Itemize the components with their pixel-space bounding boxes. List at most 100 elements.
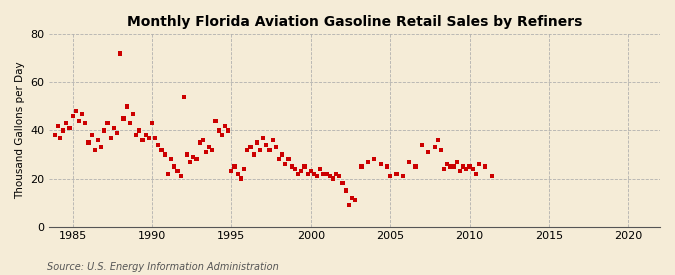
- Point: [55, 136, 65, 140]
- Point: [283, 157, 294, 161]
- Point: [486, 174, 497, 178]
- Point: [61, 121, 72, 125]
- Point: [416, 143, 427, 147]
- Point: [264, 147, 275, 152]
- Point: [381, 164, 392, 169]
- Point: [232, 172, 243, 176]
- Point: [375, 162, 386, 166]
- Point: [308, 172, 319, 176]
- Point: [118, 116, 129, 121]
- Point: [410, 164, 421, 169]
- Point: [122, 104, 132, 109]
- Point: [194, 140, 205, 145]
- Point: [299, 164, 310, 169]
- Point: [191, 157, 202, 161]
- Point: [165, 157, 176, 161]
- Point: [337, 181, 348, 186]
- Point: [124, 121, 135, 125]
- Point: [105, 136, 116, 140]
- Point: [334, 174, 345, 178]
- Point: [80, 121, 90, 125]
- Point: [454, 169, 465, 174]
- Point: [185, 160, 196, 164]
- Point: [433, 138, 443, 142]
- Point: [458, 164, 468, 169]
- Point: [470, 172, 481, 176]
- Point: [302, 172, 313, 176]
- Point: [318, 172, 329, 176]
- Point: [398, 174, 408, 178]
- Point: [448, 164, 459, 169]
- Point: [182, 152, 192, 157]
- Point: [254, 147, 265, 152]
- Point: [293, 172, 304, 176]
- Point: [210, 119, 221, 123]
- Point: [442, 162, 453, 166]
- Point: [188, 155, 198, 159]
- Point: [273, 157, 284, 161]
- Point: [474, 162, 485, 166]
- Point: [68, 114, 78, 118]
- Point: [305, 169, 316, 174]
- Point: [150, 136, 161, 140]
- Point: [356, 164, 367, 169]
- Point: [312, 174, 323, 178]
- Point: [77, 111, 88, 116]
- Point: [213, 128, 224, 133]
- Point: [74, 119, 84, 123]
- Point: [296, 169, 306, 174]
- Point: [461, 167, 472, 171]
- Point: [169, 164, 180, 169]
- Point: [207, 147, 218, 152]
- Point: [344, 203, 354, 207]
- Point: [385, 174, 396, 178]
- Point: [267, 138, 278, 142]
- Point: [131, 133, 142, 138]
- Point: [128, 111, 138, 116]
- Point: [70, 109, 81, 113]
- Point: [277, 152, 288, 157]
- Point: [239, 167, 250, 171]
- Point: [111, 131, 122, 135]
- Point: [219, 123, 230, 128]
- Point: [280, 162, 291, 166]
- Point: [153, 143, 164, 147]
- Point: [271, 145, 281, 150]
- Point: [197, 138, 208, 142]
- Point: [236, 176, 246, 181]
- Point: [423, 150, 433, 154]
- Point: [90, 147, 101, 152]
- Point: [290, 167, 300, 171]
- Point: [53, 123, 63, 128]
- Title: Monthly Florida Aviation Gasoline Retail Sales by Refiners: Monthly Florida Aviation Gasoline Retail…: [127, 15, 582, 29]
- Point: [321, 172, 332, 176]
- Point: [331, 172, 342, 176]
- Point: [242, 147, 252, 152]
- Point: [251, 140, 262, 145]
- Point: [245, 145, 256, 150]
- Point: [217, 133, 227, 138]
- Point: [315, 167, 326, 171]
- Point: [137, 138, 148, 142]
- Point: [176, 174, 186, 178]
- Point: [404, 160, 414, 164]
- Point: [102, 121, 113, 125]
- Point: [204, 145, 215, 150]
- Point: [156, 147, 167, 152]
- Point: [261, 143, 272, 147]
- Point: [96, 145, 107, 150]
- Point: [92, 138, 103, 142]
- Point: [435, 147, 446, 152]
- Point: [327, 176, 338, 181]
- Point: [159, 152, 170, 157]
- Point: [226, 169, 237, 174]
- Point: [350, 198, 360, 202]
- Point: [445, 164, 456, 169]
- Point: [325, 174, 335, 178]
- Point: [464, 164, 475, 169]
- Point: [86, 133, 97, 138]
- Point: [134, 128, 144, 133]
- Point: [83, 140, 94, 145]
- Point: [64, 126, 75, 130]
- Point: [178, 95, 189, 99]
